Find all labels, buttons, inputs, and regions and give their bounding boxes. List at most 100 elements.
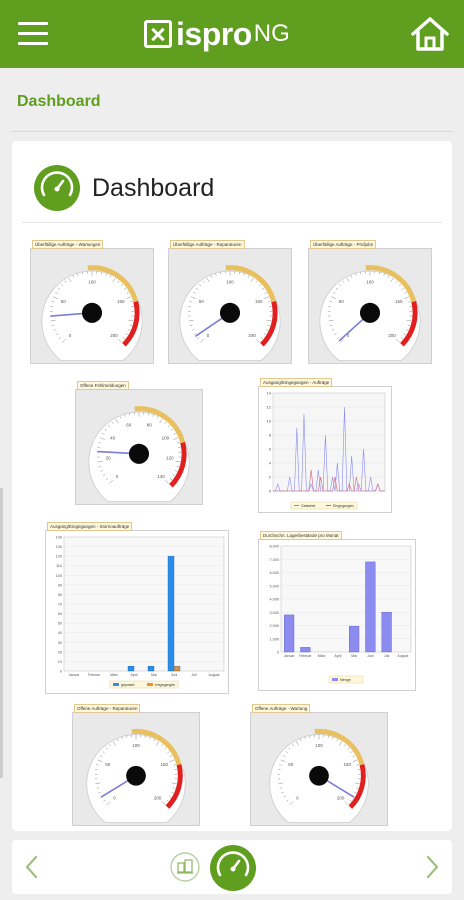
gauge-tick (104, 428, 108, 431)
gauge-widget[interactable]: Überfällige Aufträge - Reparaturen 0 50 10… (168, 240, 292, 366)
gauge-tick (190, 296, 196, 299)
legend-label: Menge (340, 678, 351, 682)
gauge-tick (130, 301, 133, 303)
gauge-widget[interactable]: Offene Aufträge - Wartung 0 50 100 150 200 (250, 704, 388, 826)
x-tick-label: Juni (367, 654, 374, 658)
gauge-tick (304, 736, 306, 740)
gauge-tick (328, 319, 334, 322)
gauge-tick (291, 744, 294, 747)
speedometer-icon (34, 165, 80, 211)
gauge-tick (115, 418, 119, 424)
gauge-title: Offene Aufträge - Wartung (252, 704, 311, 713)
y-tick-label: 40 (58, 631, 62, 635)
gauge-tick (339, 741, 343, 746)
inventory-page-icon[interactable] (170, 852, 200, 882)
y-tick-label: 14 (267, 391, 272, 396)
gauge-tick (405, 329, 409, 331)
y-tick-label: 12 (267, 405, 272, 410)
gauge-tick (404, 292, 407, 294)
gauge-tick (159, 418, 163, 424)
gauge-tick (116, 738, 119, 742)
gauge-tick-label: 100 (162, 435, 170, 440)
gauge-tick (52, 296, 58, 299)
gauge-tick (120, 284, 124, 287)
gauge-tick (350, 275, 353, 278)
series-line (273, 469, 385, 492)
gauge-tick (165, 479, 169, 484)
gauge-tick (336, 337, 340, 340)
gauge-tick (200, 338, 204, 343)
bar-chart-storno-widget[interactable]: Ausgang/Eingegangen - Stornoaufträge 0 10… (45, 522, 229, 694)
gauge-tick (266, 319, 272, 322)
gauge-tick-label: 150 (255, 299, 263, 304)
scrollbar[interactable] (0, 488, 3, 778)
chevron-left-icon[interactable] (22, 854, 42, 880)
gauge-tick (124, 414, 126, 417)
card-header: Dashboard (12, 141, 452, 223)
gauge-tick (129, 324, 133, 327)
gauge-widget[interactable]: Offene Aufträge - Reparaturen 0 50 100 150 2… (72, 704, 200, 826)
y-tick-label: 70 (58, 603, 62, 607)
gauge-tick (349, 799, 352, 802)
gauge-band-yellow (314, 728, 365, 766)
gauge-tick (195, 287, 199, 290)
gauge-tick (55, 292, 58, 294)
gauge-tick (171, 791, 174, 794)
gauge-tick (189, 301, 192, 303)
hamburger-menu-icon[interactable] (18, 22, 48, 46)
gauge-widget[interactable]: Überfällige Aufträge - Wartungen 0 50 100 1… (30, 240, 154, 366)
legend-label: gepostet (121, 683, 134, 687)
gauge-band-red (169, 441, 187, 488)
gauge-tick (344, 801, 349, 806)
gauge-tick-label: 50 (288, 762, 294, 767)
gauge-tick (172, 474, 176, 477)
gauge-tick (210, 275, 213, 278)
y-tick-label: 0 (60, 670, 62, 674)
gauge-tick (280, 759, 286, 762)
gauge-tick (152, 414, 154, 417)
gauge-tick (166, 799, 169, 802)
breadcrumb-divider (12, 131, 452, 132)
gauge-tick (149, 736, 151, 740)
gauge-tick (356, 764, 359, 766)
bar (365, 561, 376, 653)
line-chart-widget[interactable]: Ausgang/Eingegangen - Aufträge 0 2 4 6 8 10 12… (258, 378, 392, 513)
bar-chart-stock-widget[interactable]: Durchschn. Lagerbestände pro Monat 0 1.00… (258, 531, 416, 691)
dashboard-page-icon[interactable] (210, 845, 256, 891)
gauge-tick (173, 437, 179, 440)
gauge-tick (177, 442, 180, 444)
gauge-tick (333, 333, 337, 336)
y-tick-label: 120 (56, 555, 62, 559)
x-tick-label: April (334, 654, 341, 658)
gauge-tick-label: 100 (226, 280, 234, 285)
legend-swatch (113, 683, 119, 686)
gauge-tick-label: 0 (116, 474, 119, 479)
gauge-tick (167, 425, 171, 428)
gauge-tick (282, 755, 286, 757)
gauge-tick (196, 337, 200, 340)
gauge-tick (60, 284, 64, 287)
gauge-tick-label: 50 (339, 299, 345, 304)
breadcrumb[interactable]: Dashboard (17, 93, 101, 110)
gauge-hub (126, 765, 146, 786)
gauge-tick (161, 801, 166, 806)
gauge-tick (265, 329, 269, 331)
home-icon[interactable] (410, 16, 450, 52)
gauge-tick (344, 744, 347, 747)
chevron-right-icon[interactable] (422, 854, 442, 880)
gauge-tick (169, 759, 175, 762)
gauge-title: Überfällige Aufträge - Reparaturen (170, 240, 245, 249)
gauge-tick-label: 0 (296, 795, 299, 800)
gauge-tick (359, 271, 361, 275)
gauge-widget[interactable]: Überfällige Aufträge - Prüfjobs 0 50 100 15… (308, 240, 432, 366)
y-tick-label: 0 (269, 489, 272, 494)
bar (173, 666, 181, 672)
gauge-tick (407, 324, 411, 327)
gauge-title: Überfällige Aufträge - Wartungen (32, 240, 104, 249)
gauge-tick (100, 470, 104, 472)
gauge-tick-label: 100 (366, 280, 374, 285)
gauge-tick (243, 273, 245, 276)
gauge-tick (62, 338, 66, 343)
gauge-widget[interactable]: Offene Fehlmeldungen 0 20 40 60 80 100 120 140 (75, 381, 203, 507)
gauge-tick (350, 751, 353, 754)
